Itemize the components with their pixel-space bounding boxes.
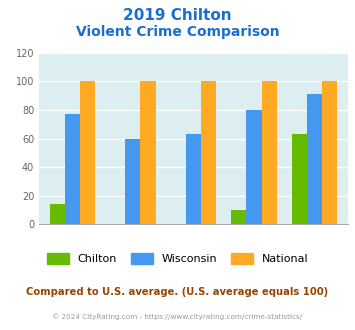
Text: Violent Crime Comparison: Violent Crime Comparison: [76, 25, 279, 39]
Bar: [201, 82, 216, 224]
Text: Compared to U.S. average. (U.S. average equals 100): Compared to U.S. average. (U.S. average …: [26, 287, 329, 297]
Bar: [141, 82, 155, 224]
Text: 2019 Chilton: 2019 Chilton: [123, 8, 232, 23]
Bar: [65, 114, 80, 224]
Bar: [307, 94, 322, 224]
Bar: [231, 210, 246, 224]
Text: © 2024 CityRating.com - https://www.cityrating.com/crime-statistics/: © 2024 CityRating.com - https://www.city…: [53, 314, 302, 320]
Bar: [50, 204, 65, 224]
Bar: [125, 139, 141, 224]
Bar: [262, 82, 277, 224]
Legend: Chilton, Wisconsin, National: Chilton, Wisconsin, National: [42, 248, 313, 268]
Bar: [246, 110, 262, 224]
Bar: [80, 82, 95, 224]
Bar: [292, 134, 307, 224]
Bar: [186, 134, 201, 224]
Bar: [322, 82, 337, 224]
